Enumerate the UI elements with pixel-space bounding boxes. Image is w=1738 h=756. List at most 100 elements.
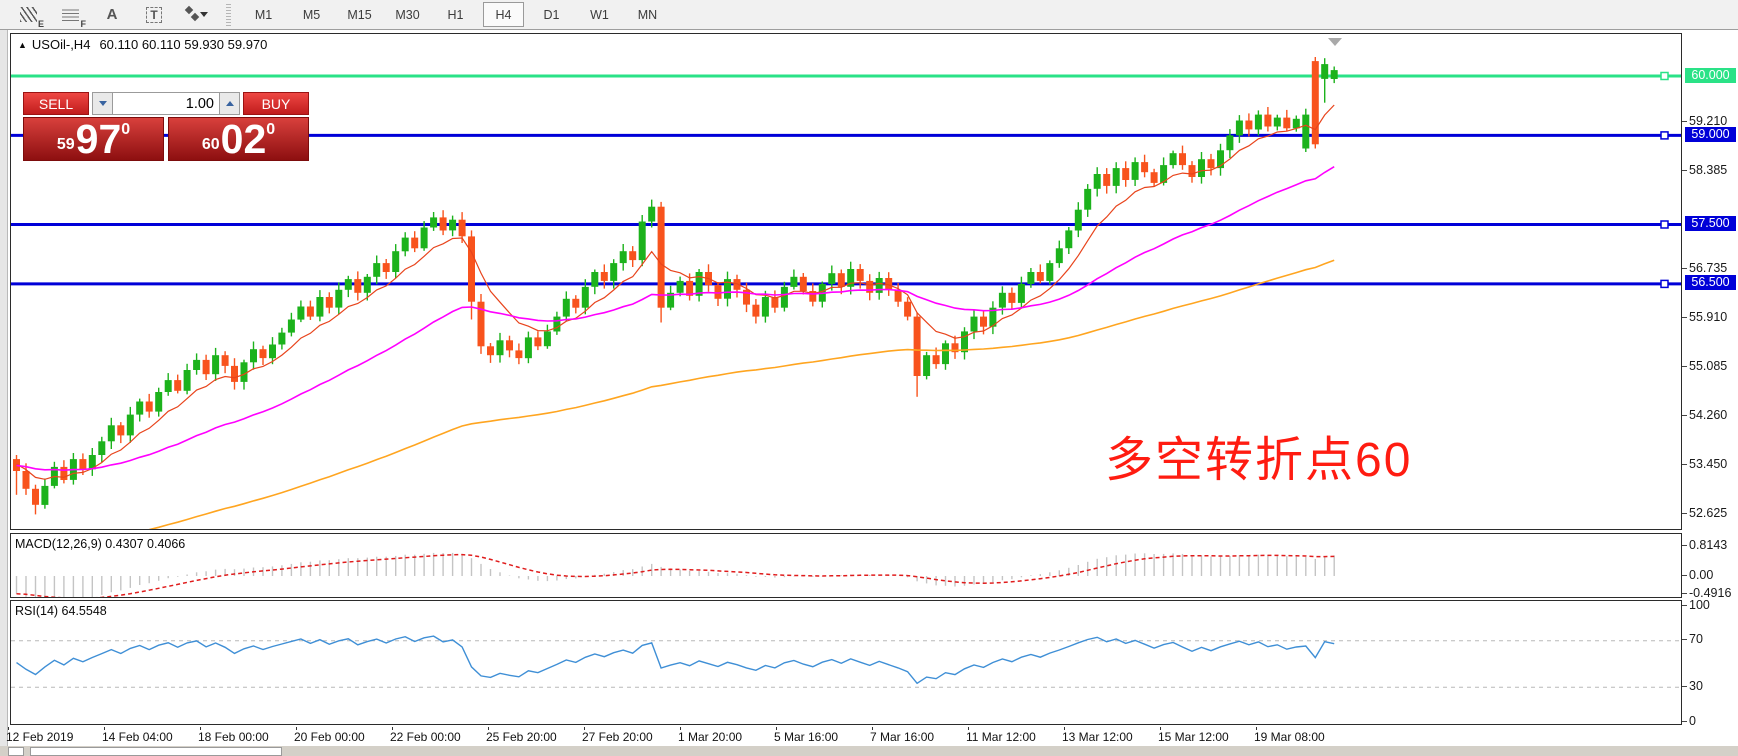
time-label: 1 Mar 20:00 <box>678 730 743 744</box>
buy-price-small: 60 <box>201 136 220 153</box>
price-tick-53.450: 53.450 <box>1681 457 1728 471</box>
grid-levels-tool-icon[interactable]: F <box>58 5 86 29</box>
window-bottom-strip <box>0 746 1738 756</box>
buy-price-sup: 0 <box>266 121 276 138</box>
text-label-tool-icon[interactable]: A <box>106 6 118 23</box>
price-tick-55.910: 55.910 <box>1681 310 1728 324</box>
rsi-line <box>16 635 1335 685</box>
trade-controls-row: SELL BUY <box>23 92 309 115</box>
sell-price-display[interactable]: 59 97 0 <box>23 117 164 161</box>
sell-button[interactable]: SELL <box>23 92 89 115</box>
time-tick <box>8 727 9 730</box>
timeframe-m5[interactable]: M5 <box>291 2 332 27</box>
time-label: 25 Feb 20:00 <box>486 730 557 744</box>
time-tick <box>392 727 393 730</box>
timeframe-d1[interactable]: D1 <box>531 2 572 27</box>
bottom-tab-small[interactable] <box>8 747 24 756</box>
time-label: 19 Mar 08:00 <box>1254 730 1325 744</box>
macd-signal-line <box>16 553 1335 597</box>
time-label: 22 Feb 00:00 <box>390 730 461 744</box>
collapse-arrow-icon[interactable]: ▲ <box>18 40 27 50</box>
level-handle[interactable] <box>1660 71 1669 81</box>
macd-tick-0.8143: 0.8143 <box>1681 538 1728 552</box>
time-label: 15 Mar 12:00 <box>1158 730 1229 744</box>
time-tick <box>200 727 201 730</box>
time-tick <box>1256 727 1257 730</box>
spin-down-icon <box>98 101 107 106</box>
level-handle[interactable] <box>1660 279 1669 289</box>
time-label: 5 Mar 16:00 <box>774 730 839 744</box>
sell-price-big: 97 <box>75 116 122 163</box>
candlestick-series <box>13 57 1338 515</box>
chart-shift-marker-icon[interactable] <box>1328 38 1342 46</box>
toolbar-separator <box>226 3 231 26</box>
text-box-tool-icon[interactable]: T <box>142 5 166 25</box>
time-label: 14 Feb 04:00 <box>102 730 173 744</box>
time-tick <box>968 727 969 730</box>
price-tick-59.000: 59.000 <box>1685 127 1736 142</box>
bottom-tab[interactable] <box>30 747 282 756</box>
time-tick <box>104 727 105 730</box>
price-tick-59.210: 59.210 <box>1681 114 1728 128</box>
rsi-tick-30: 30 <box>1682 679 1703 693</box>
price-axis[interactable]: 60.000 59.210 59.000 58.385 57.500 56.735 56.5… <box>1681 0 1738 746</box>
rsi-panel[interactable]: RSI(14) 64.5548 <box>10 600 1682 725</box>
time-tick <box>776 727 777 730</box>
time-label: 11 Mar 12:00 <box>966 730 1036 744</box>
rsi-label: RSI(14) 64.5548 <box>15 604 107 618</box>
cycle-arrows-tool-icon[interactable] <box>184 5 208 25</box>
timeframe-h4[interactable]: H4 <box>483 2 524 27</box>
volume-increase-button[interactable] <box>219 92 240 115</box>
macd-panel[interactable]: MACD(12,26,9) 0.4307 0.4066 <box>10 533 1682 598</box>
price-tick-55.085: 55.085 <box>1681 359 1728 373</box>
price-tick-56.735: 56.735 <box>1681 261 1728 275</box>
moving-average-line[interactable] <box>16 166 1335 472</box>
sell-price-small: 59 <box>56 136 75 153</box>
macd-tick-0.00: 0.00 <box>1681 568 1714 582</box>
sell-price-sup: 0 <box>121 121 131 138</box>
main-chart-panel[interactable]: ▲ USOil-,H4 60.110 60.110 59.930 59.970 SE… <box>10 33 1682 530</box>
timeframe-m30[interactable]: M30 <box>387 2 428 27</box>
price-tick-58.385: 58.385 <box>1681 163 1728 177</box>
chart-annotation-text: 多空转折点60 <box>1105 434 1413 487</box>
left-rail <box>0 30 8 746</box>
volume-decrease-button[interactable] <box>92 92 113 115</box>
macd-canvas[interactable] <box>11 534 1681 597</box>
macd-tick--0.4916: -0.4916 <box>1681 586 1732 600</box>
spin-up-icon <box>225 101 234 106</box>
timeframe-m1[interactable]: M1 <box>243 2 284 27</box>
chart-header: ▲ USOil-,H4 60.110 60.110 59.930 59.970 <box>18 37 267 52</box>
time-tick <box>680 727 681 730</box>
trend-channel-tool-icon[interactable]: E <box>16 5 44 29</box>
price-tick-52.625: 52.625 <box>1681 506 1728 520</box>
timeframe-m15[interactable]: M15 <box>339 2 380 27</box>
time-tick <box>296 727 297 730</box>
time-tick <box>1160 727 1161 730</box>
level-handle[interactable] <box>1660 131 1669 140</box>
timeframe-h1[interactable]: H1 <box>435 2 476 27</box>
level-handle[interactable] <box>1660 220 1669 229</box>
macd-label: MACD(12,26,9) 0.4307 0.4066 <box>15 537 186 551</box>
time-label: 13 Mar 12:00 <box>1062 730 1133 744</box>
buy-button[interactable]: BUY <box>243 92 309 115</box>
rsi-canvas[interactable] <box>11 601 1681 724</box>
moving-average-line[interactable] <box>16 104 1335 480</box>
price-tick-56.500: 56.500 <box>1685 275 1736 290</box>
symbol-period-label: USOil-,H4 <box>31 37 91 52</box>
buy-price-big: 02 <box>220 116 267 163</box>
price-tick-60.000: 60.000 <box>1685 68 1736 83</box>
buy-price-display[interactable]: 60 02 0 <box>168 117 309 161</box>
rsi-tick-0: 0 <box>1682 714 1696 728</box>
timeframe-mn[interactable]: MN <box>627 2 668 27</box>
time-tick <box>1064 727 1065 730</box>
moving-average-line[interactable] <box>17 259 1335 529</box>
rsi-tick-100: 100 <box>1682 598 1710 612</box>
timeframe-w1[interactable]: W1 <box>579 2 620 27</box>
time-axis[interactable]: 12 Feb 2019 14 Feb 04:00 18 Feb 00:00 20 Fe… <box>0 727 1738 746</box>
volume-input[interactable] <box>113 92 219 115</box>
time-label: 12 Feb 2019 <box>6 730 74 744</box>
